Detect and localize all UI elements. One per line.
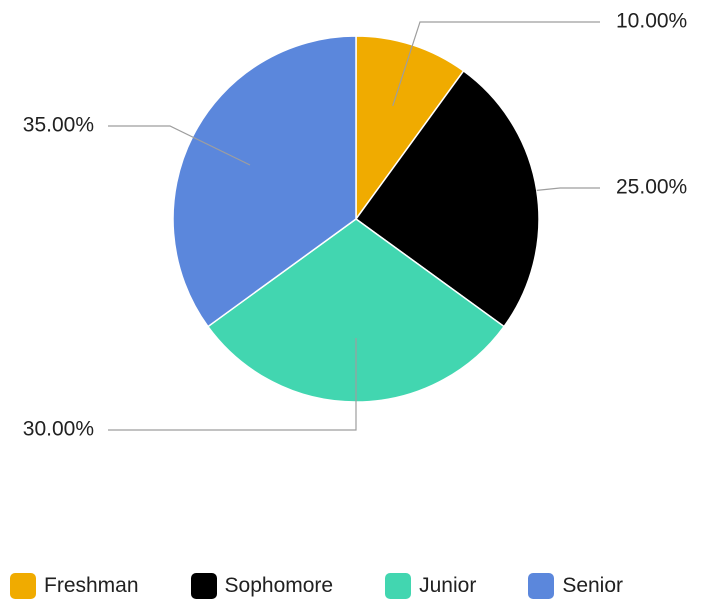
- data-labels: 10.00% 25.00% 30.00% 35.00%: [23, 10, 687, 441]
- legend-swatch-senior: [528, 573, 555, 599]
- data-label-senior: 35.00%: [23, 114, 94, 137]
- pie-slice-senior[interactable]: [172, 35, 357, 328]
- leader-line-senior: [108, 125, 251, 166]
- pie-slices: [172, 35, 540, 403]
- pie-chart: 10.00% 25.00% 30.00% 35.00%: [23, 10, 687, 441]
- legend: Freshman Sophomore Junior Senior: [10, 568, 700, 604]
- legend-item-senior[interactable]: Senior: [528, 573, 623, 599]
- legend-swatch-freshman: [10, 573, 36, 599]
- legend-item-freshman[interactable]: Freshman: [10, 573, 139, 599]
- leader-line-freshman: [392, 21, 600, 107]
- legend-label-freshman: Freshman: [44, 574, 139, 597]
- legend-label-junior: Junior: [419, 574, 477, 597]
- data-label-freshman: 10.00%: [616, 10, 687, 33]
- legend-swatch-junior: [385, 573, 412, 599]
- legend-swatch-sophomore: [190, 573, 217, 599]
- legend-label-sophomore: Sophomore: [224, 574, 334, 597]
- legend-item-junior[interactable]: Junior: [385, 573, 476, 599]
- leader-lines: [108, 21, 600, 431]
- legend-label-senior: Senior: [562, 574, 624, 597]
- data-label-junior: 30.00%: [23, 418, 94, 441]
- leader-line-junior: [108, 337, 357, 431]
- data-label-sophomore: 25.00%: [616, 176, 687, 199]
- legend-item-sophomore[interactable]: Sophomore: [190, 573, 334, 599]
- leader-line-sophomore: [536, 187, 600, 191]
